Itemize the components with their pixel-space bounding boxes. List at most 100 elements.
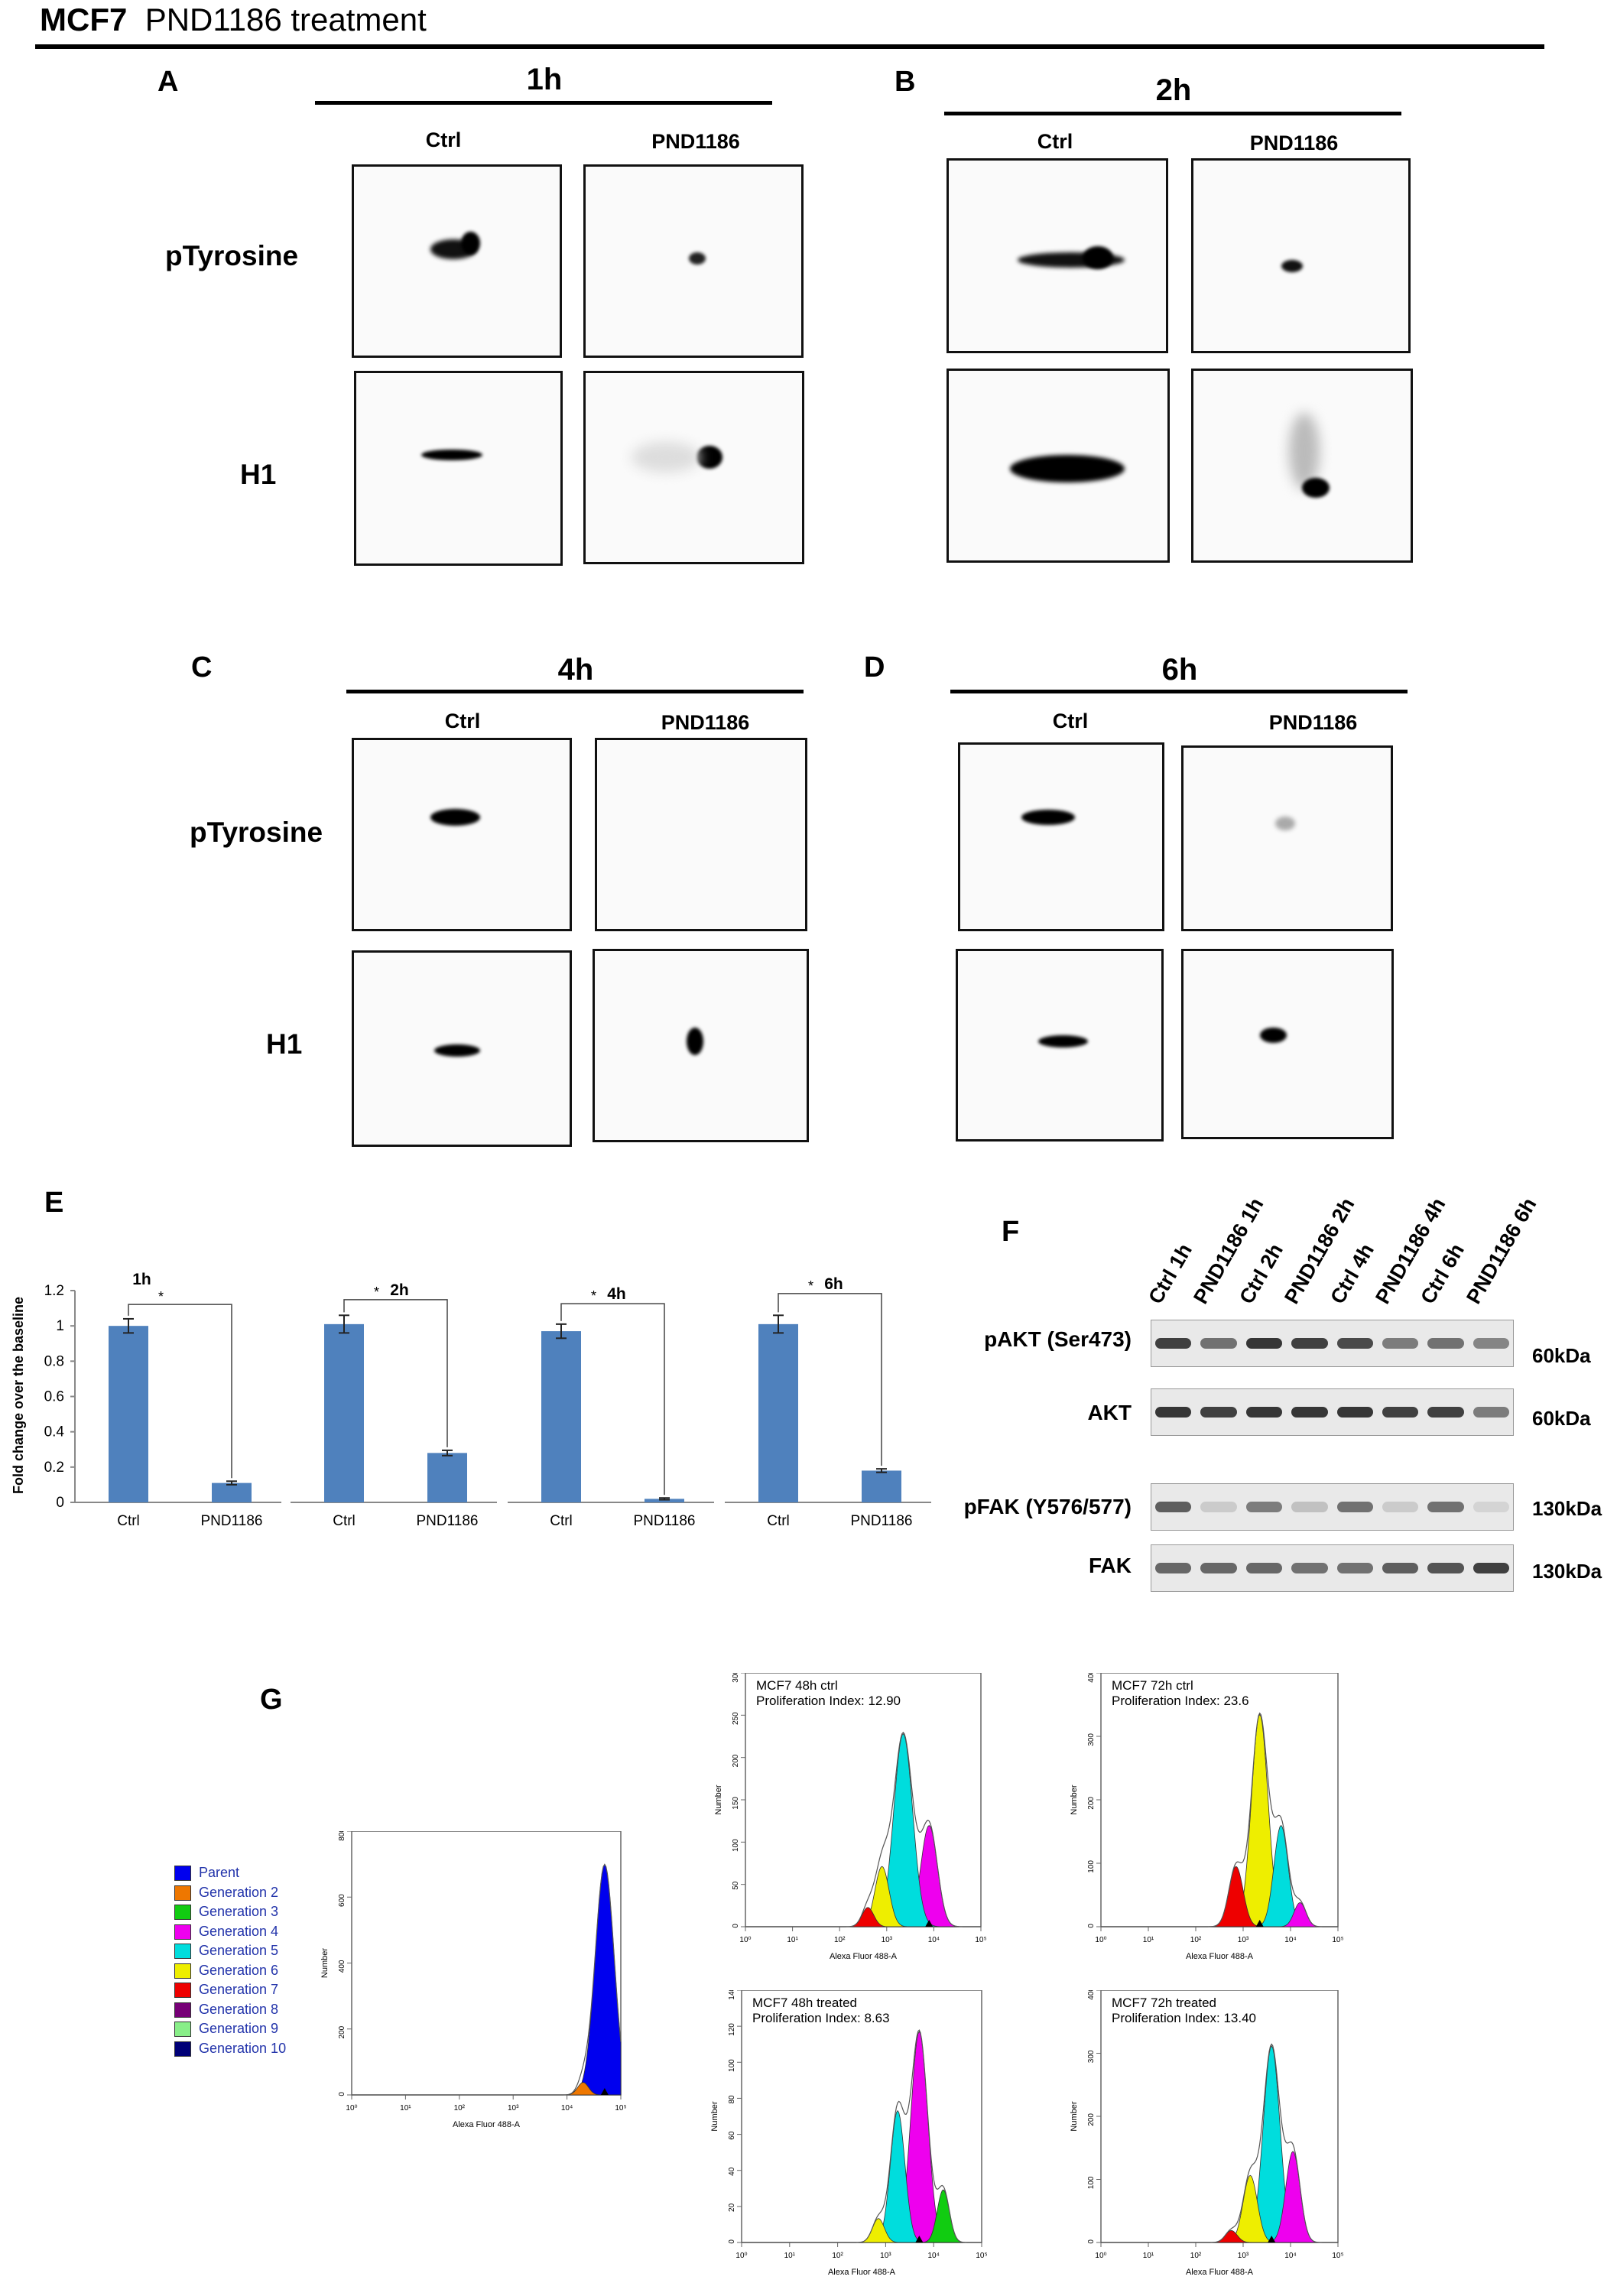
legend-entry: Generation 9 — [199, 2021, 279, 2036]
blot-band — [1291, 1407, 1328, 1418]
y-tick-label: 20 — [728, 2203, 736, 2212]
y-tick-label: 80 — [728, 2095, 736, 2104]
cell-line-label: MCF7 — [40, 2, 128, 37]
parent-marker-icon — [1255, 1920, 1264, 1927]
y-tick-label: 0.8 — [44, 1353, 64, 1369]
bar-1h-pnd1186 — [212, 1482, 252, 1502]
y-tick-label: 300 — [1087, 1733, 1096, 1746]
blot-band — [1473, 1502, 1509, 1512]
x-tick-label: 10² — [1190, 1936, 1202, 1944]
bar-4h-pnd1186 — [645, 1499, 684, 1502]
legend-swatch — [174, 1983, 191, 1998]
panel-a-col-ctrl: Ctrl — [425, 128, 462, 151]
y-tick-label: 0.6 — [44, 1389, 64, 1405]
blot-band — [1291, 1502, 1328, 1512]
blot-row-label: pFAK (Y576/577) — [963, 1495, 1132, 1518]
panel-c-time: 4h — [557, 653, 594, 687]
blot-band — [1245, 1563, 1283, 1573]
lane-label: PND1186 6h — [1461, 1193, 1541, 1308]
panel-d-rule — [950, 690, 1408, 693]
plot-title: MCF7 48h ctrl — [756, 1678, 838, 1693]
y-tick-label: 400 — [1087, 1673, 1096, 1683]
row-label-h1-a: H1 — [240, 459, 277, 490]
legend-swatch — [174, 1924, 191, 1940]
row-label-ptyrosine-c: pTyrosine — [190, 817, 323, 848]
blot-band — [1382, 1502, 1419, 1512]
x-tick-label: 10⁵ — [1332, 2252, 1343, 2260]
x-tick-label: Ctrl — [117, 1513, 140, 1529]
x-tick-label: 10³ — [508, 2104, 519, 2113]
x-tick-label: 10⁴ — [1284, 2252, 1296, 2260]
generation-peak — [1101, 2151, 1338, 2243]
plot-frame — [351, 1831, 622, 2096]
legend-entry: Generation 8 — [199, 2001, 279, 2017]
panel-d-col-pnd: PND1186 — [1268, 711, 1358, 734]
x-axis-label: Alexa Fluor 488-A — [828, 2268, 896, 2277]
blot-band — [1336, 1502, 1373, 1512]
blot-d-h1-pnd — [1181, 949, 1394, 1139]
legend-swatch — [174, 1944, 191, 1959]
parent-marker-icon — [925, 1920, 934, 1927]
y-tick-label: 0 — [338, 2092, 346, 2096]
parent-marker-icon — [915, 2236, 924, 2242]
x-tick-label: 10¹ — [784, 2252, 796, 2260]
y-axis-label: Number — [320, 1948, 330, 1978]
blot-c-ptyr-ctrl — [352, 738, 572, 931]
blot-band — [1427, 1502, 1464, 1512]
legend-entry: Generation 7 — [199, 1982, 279, 1997]
blot-band — [1200, 1338, 1237, 1349]
significance-bracket — [343, 1299, 448, 1447]
blot-band — [1245, 1338, 1283, 1349]
legend-swatch — [174, 2022, 191, 2037]
legend-entry: Parent — [199, 1865, 240, 1880]
blot-band — [1291, 1563, 1328, 1573]
legend-swatch — [174, 1885, 191, 1901]
x-axis-label: Alexa Fluor 488-A — [453, 2120, 521, 2129]
x-tick-label: 10² — [1190, 2252, 1202, 2260]
fit-envelope — [1101, 2043, 1338, 2243]
significance-star: * — [591, 1288, 596, 1304]
blot-b-h1-ctrl — [946, 369, 1170, 563]
x-tick-label: 10¹ — [1143, 2252, 1154, 2260]
y-tick-label: 100 — [1087, 1860, 1096, 1873]
x-tick-label: PND1186 — [634, 1513, 696, 1529]
title-rule — [35, 44, 1544, 49]
proliferation-index: Proliferation Index: 8.63 — [752, 2011, 890, 2025]
x-tick-label: 10⁴ — [561, 2104, 573, 2113]
y-tick-label: 300 — [732, 1673, 740, 1683]
y-axis-label: Number — [710, 2101, 719, 2131]
flow-histogram: 0 20 40 60 80 100 120 140 10⁰ 10¹ 10² 10³ 10⁴ 10⁵ Alex… — [710, 1990, 988, 2277]
blot-band — [1336, 1338, 1373, 1349]
blot-a-ptyr-pnd — [583, 164, 804, 358]
x-tick-label: 10² — [454, 2104, 466, 2113]
x-tick-label: 10³ — [1238, 2252, 1249, 2260]
x-tick-label: 10¹ — [787, 1936, 798, 1944]
x-tick-label: 10³ — [1238, 1936, 1249, 1944]
plot-title: MCF7 48h treated — [752, 1996, 857, 2010]
blot-band — [1155, 1563, 1192, 1573]
y-tick-label: 1.2 — [44, 1283, 64, 1299]
proliferation-index: Proliferation Index: 23.6 — [1112, 1694, 1249, 1708]
x-tick-label: 10² — [832, 2252, 843, 2260]
x-tick-label: Ctrl — [550, 1513, 573, 1529]
y-tick-label: 800 — [338, 1831, 346, 1841]
flow-histogram: 0 100 200 300 400 10⁰ 10¹ 10² 10³ 10⁴ 10⁵ Alexa Flu… — [1070, 1990, 1344, 2277]
legend-entry: Generation 2 — [199, 1884, 279, 1900]
panel-b-col-ctrl: Ctrl — [1037, 130, 1073, 153]
blot-band — [1200, 1563, 1237, 1573]
y-axis-label: Fold change over the baseline — [11, 1297, 26, 1494]
legend-swatch — [174, 1905, 191, 1920]
blot-band — [1200, 1407, 1237, 1418]
y-tick-label: 1 — [56, 1318, 64, 1334]
x-tick-label: 10⁴ — [927, 2252, 939, 2260]
x-tick-label: 10⁵ — [975, 1936, 986, 1944]
y-tick-label: 100 — [728, 2059, 736, 2072]
fit-envelope — [742, 2029, 982, 2243]
blot-band — [1155, 1407, 1192, 1418]
fit-envelope — [1101, 1712, 1338, 1927]
blot-a-h1-ctrl — [354, 371, 563, 566]
panel-label-c: C — [191, 651, 213, 684]
blot-c-h1-pnd — [593, 949, 809, 1142]
bar-4h-ctrl — [541, 1331, 581, 1502]
parent-marker-icon — [1268, 2236, 1276, 2242]
